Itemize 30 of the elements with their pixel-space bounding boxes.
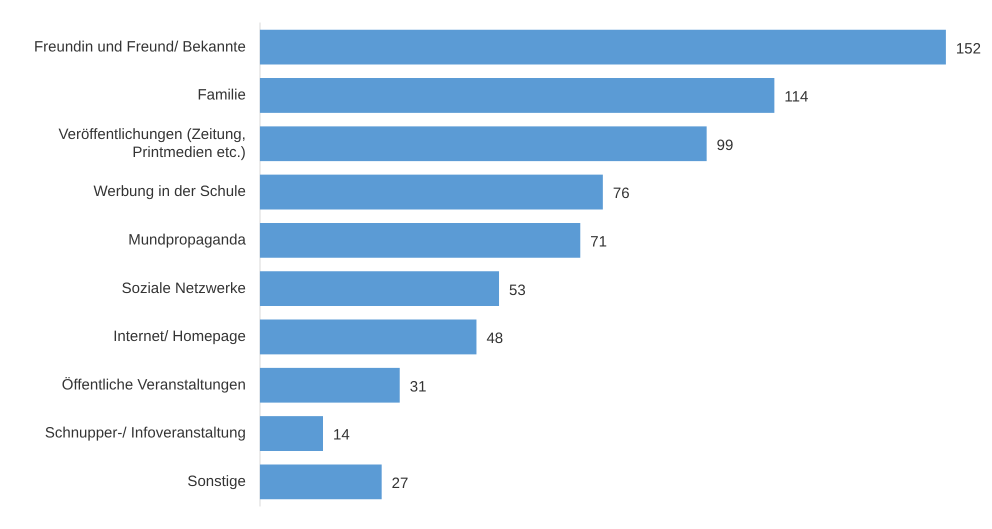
- bar: [260, 368, 400, 403]
- y-tick-label: Werbung in der Schule: [93, 183, 246, 200]
- y-tick-label: Mundpropaganda: [128, 231, 246, 248]
- data-label: 31: [410, 378, 426, 396]
- bar: [260, 174, 603, 210]
- data-label: 71: [590, 233, 607, 250]
- bar: [260, 126, 707, 162]
- data-label: 152: [956, 40, 981, 58]
- data-label: 53: [509, 282, 526, 299]
- y-tick-label: Freundin und Freund/ Bekannte: [34, 38, 246, 56]
- bar: [260, 30, 946, 65]
- data-label: 48: [486, 330, 504, 348]
- y-tick-label: Familie: [197, 86, 246, 104]
- y-tick-label: Sonstige: [187, 472, 246, 490]
- y-tick-label: Soziale Netzwerke: [122, 280, 246, 297]
- data-label: 99: [716, 136, 734, 154]
- bar: [260, 222, 580, 258]
- bar: [260, 271, 500, 306]
- bar: [260, 78, 774, 113]
- bar: [260, 320, 476, 354]
- y-tick-label: Schnupper-/ Infoveranstaltung: [44, 424, 246, 442]
- bar: [260, 416, 323, 451]
- bar: [260, 464, 382, 500]
- data-label: 27: [392, 474, 408, 492]
- data-label: 76: [612, 185, 630, 202]
- y-tick-label: Veröffentlichungen (Zeitung, Printmedien etc.): [58, 126, 246, 161]
- data-label: 14: [333, 426, 350, 444]
- data-label: 114: [784, 88, 808, 106]
- y-tick-label: Öffentliche Veranstaltungen: [62, 376, 246, 394]
- y-tick-label: Internet/ Homepage: [113, 328, 246, 346]
